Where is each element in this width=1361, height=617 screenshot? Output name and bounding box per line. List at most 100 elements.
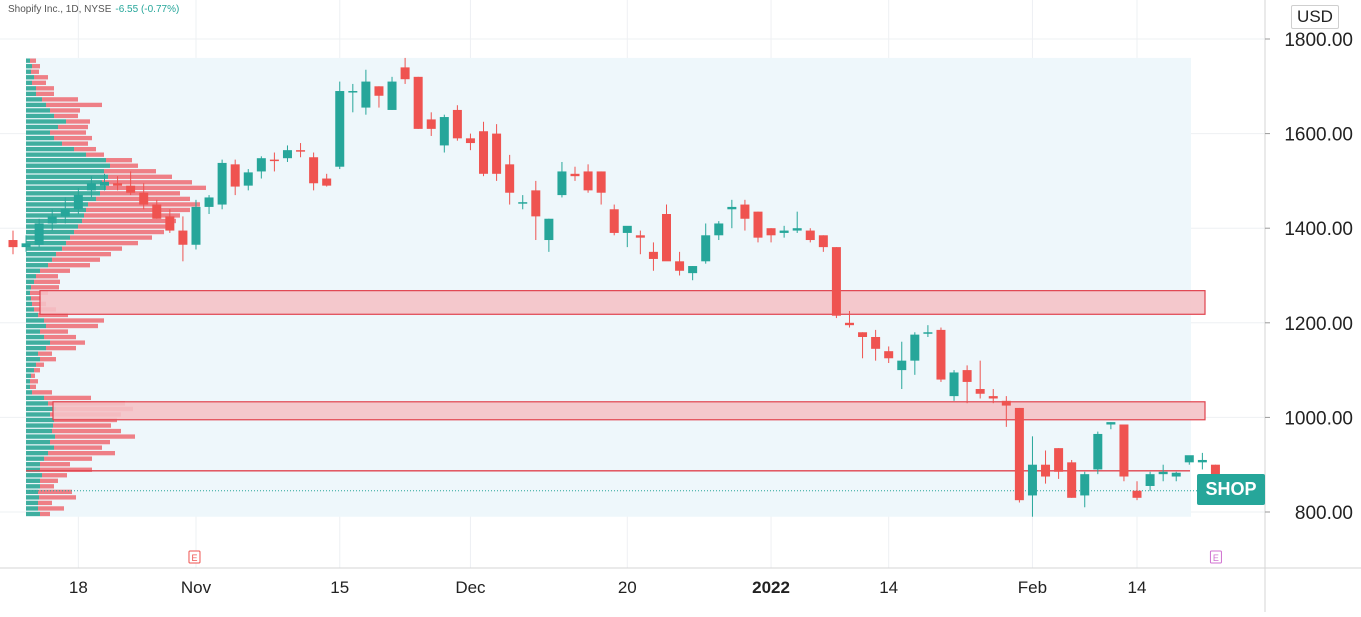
candle-up[interactable] [73, 195, 83, 210]
candle-up[interactable] [204, 197, 214, 207]
candle-up[interactable] [191, 206, 201, 245]
candle-down[interactable] [583, 171, 593, 191]
candle-up[interactable] [243, 172, 253, 186]
candle-down[interactable] [400, 67, 410, 80]
candle-up[interactable] [897, 360, 907, 371]
candle-down[interactable] [648, 251, 658, 259]
candle-up[interactable] [622, 225, 632, 233]
candle-up[interactable] [1145, 474, 1155, 486]
candle-down[interactable] [465, 138, 475, 144]
candle-down[interactable] [1001, 400, 1011, 406]
candle-down[interactable] [126, 185, 136, 193]
candle-down[interactable] [871, 336, 881, 349]
candle-down[interactable] [570, 173, 580, 177]
candle-up[interactable] [348, 91, 358, 93]
candle-up[interactable] [1184, 455, 1194, 463]
candle-down[interactable] [1132, 490, 1142, 498]
candle-up[interactable] [256, 158, 266, 172]
candle-down[interactable] [805, 230, 815, 241]
candle-down[interactable] [858, 332, 868, 337]
candle-up[interactable] [518, 202, 528, 204]
candle-up[interactable] [21, 243, 31, 248]
candle-down[interactable] [1067, 462, 1077, 498]
candle-down[interactable] [962, 370, 972, 382]
candle-down[interactable] [426, 119, 436, 129]
candle-down[interactable] [113, 183, 123, 186]
candle-down[interactable] [662, 214, 671, 262]
candle-down[interactable] [322, 178, 332, 186]
candle-down[interactable] [766, 228, 776, 236]
candle-up[interactable] [439, 117, 449, 146]
volume-profile-down-bar [104, 169, 156, 174]
candle-up[interactable] [701, 235, 711, 262]
candle-up[interactable] [34, 223, 44, 245]
candle-down[interactable] [609, 209, 619, 233]
candle-up[interactable] [1080, 474, 1090, 496]
candle-up[interactable] [792, 228, 802, 231]
candle-up[interactable] [217, 162, 227, 205]
candle-up[interactable] [47, 216, 57, 224]
candle-down[interactable] [936, 329, 946, 380]
candle-down[interactable] [1119, 424, 1129, 477]
candle-down[interactable] [492, 133, 502, 174]
candle-up[interactable] [727, 206, 737, 210]
candle-down[interactable] [740, 204, 750, 219]
candle-down[interactable] [818, 235, 828, 248]
candle-down[interactable] [309, 157, 319, 184]
candle-up[interactable] [910, 334, 920, 361]
candle-up[interactable] [1093, 433, 1103, 470]
candle-up[interactable] [688, 266, 698, 274]
candle-up[interactable] [949, 372, 959, 397]
candle-up[interactable] [99, 181, 109, 186]
candle-down[interactable] [8, 240, 18, 248]
candle-down[interactable] [269, 159, 279, 162]
currency-button[interactable]: USD [1291, 5, 1339, 29]
candle-up[interactable] [60, 209, 70, 217]
candle-up[interactable] [335, 91, 345, 167]
candle-up[interactable] [714, 223, 724, 236]
earnings-marker-icon[interactable] [1209, 550, 1222, 564]
candle-down[interactable] [505, 164, 515, 193]
volume-profile-down-bar [102, 180, 192, 185]
candle-up[interactable] [544, 218, 554, 241]
candle-up[interactable] [557, 171, 567, 196]
candle-up[interactable] [1197, 459, 1207, 463]
volume-profile-up-bar [26, 401, 48, 406]
candle-up[interactable] [779, 230, 789, 233]
candle-down[interactable] [675, 261, 685, 271]
candle-up[interactable] [1171, 472, 1181, 477]
candle-down[interactable] [1054, 448, 1064, 472]
candle-up[interactable] [923, 332, 933, 334]
candle-down[interactable] [374, 86, 384, 96]
candle-down[interactable] [531, 190, 541, 217]
candle-down[interactable] [479, 131, 489, 174]
candle-down[interactable] [152, 204, 162, 219]
candle-down[interactable] [844, 322, 854, 326]
candle-down[interactable] [413, 76, 423, 129]
candle-up[interactable] [387, 81, 397, 110]
candle-up[interactable] [282, 150, 292, 159]
candle-down[interactable] [139, 192, 149, 205]
candle-up[interactable] [1027, 464, 1037, 496]
candle-down[interactable] [975, 389, 985, 394]
candle-down[interactable] [165, 216, 175, 231]
candle-down[interactable] [884, 351, 894, 359]
candle-down[interactable] [1014, 407, 1024, 501]
candle-down[interactable] [1041, 464, 1051, 477]
candle-down[interactable] [596, 171, 606, 193]
candle-down[interactable] [831, 247, 841, 316]
earnings-marker-icon[interactable] [188, 550, 201, 564]
candle-up[interactable] [361, 81, 371, 108]
candle-down[interactable] [753, 211, 763, 238]
candle-up[interactable] [1106, 422, 1116, 425]
candle-down[interactable] [296, 150, 306, 152]
candle-down[interactable] [230, 164, 240, 187]
candle-down[interactable] [452, 109, 462, 139]
candle-up[interactable] [86, 183, 96, 191]
candle-down[interactable] [988, 396, 998, 399]
candle-down[interactable] [178, 230, 188, 245]
candle-up[interactable] [1158, 471, 1168, 475]
candle-down[interactable] [635, 235, 645, 238]
